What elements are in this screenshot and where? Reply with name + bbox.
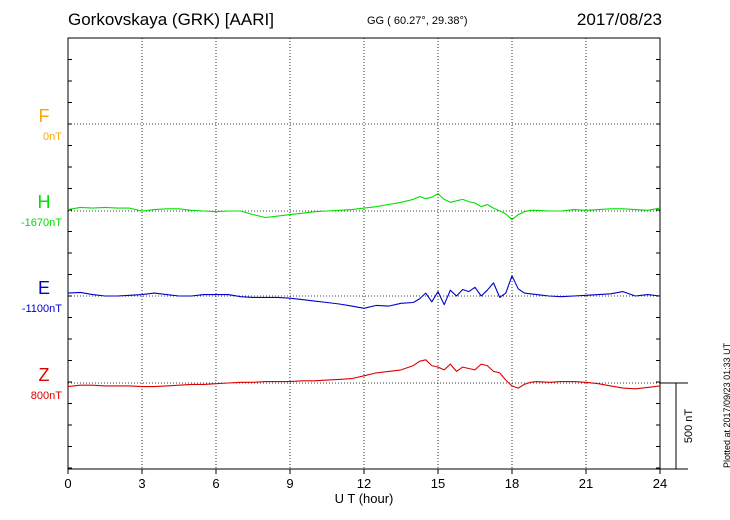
series-baseline-f: 0nT — [43, 131, 62, 143]
series-line-z — [67, 359, 661, 390]
x-tick-label: 18 — [505, 476, 519, 491]
scale-bar-label: 500 nT — [683, 409, 695, 444]
station-title: Gorkovskaya (GRK) [AARI] — [68, 10, 274, 29]
plotted-timestamp: Plotted at 2017/09/23 01:33 UT — [722, 342, 730, 468]
x-tick-label: 9 — [286, 476, 293, 491]
x-tick-label: 3 — [138, 476, 145, 491]
series-name-h: H — [38, 192, 51, 212]
series-line-h — [67, 193, 661, 221]
x-axis-label: U T (hour) — [335, 491, 394, 506]
geographic-coordinates: GG ( 60.27°, 29.38°) — [367, 15, 468, 27]
series-name-z: Z — [39, 365, 50, 385]
x-tick-label: 21 — [579, 476, 593, 491]
series-name-e: E — [38, 278, 50, 298]
series-baseline-e: -1100nT — [22, 303, 62, 315]
series-line-e — [67, 275, 661, 309]
series-baseline-z: 800nT — [31, 390, 62, 402]
chart-date: 2017/08/23 — [576, 10, 662, 29]
series-name-f: F — [39, 106, 50, 126]
x-tick-label: 24 — [653, 476, 667, 491]
series-baseline-h: -1670nT — [21, 217, 62, 229]
x-tick-label: 15 — [431, 476, 445, 491]
x-tick-label: 6 — [212, 476, 219, 491]
x-tick-label: 0 — [64, 476, 71, 491]
x-tick-label: 12 — [357, 476, 371, 491]
